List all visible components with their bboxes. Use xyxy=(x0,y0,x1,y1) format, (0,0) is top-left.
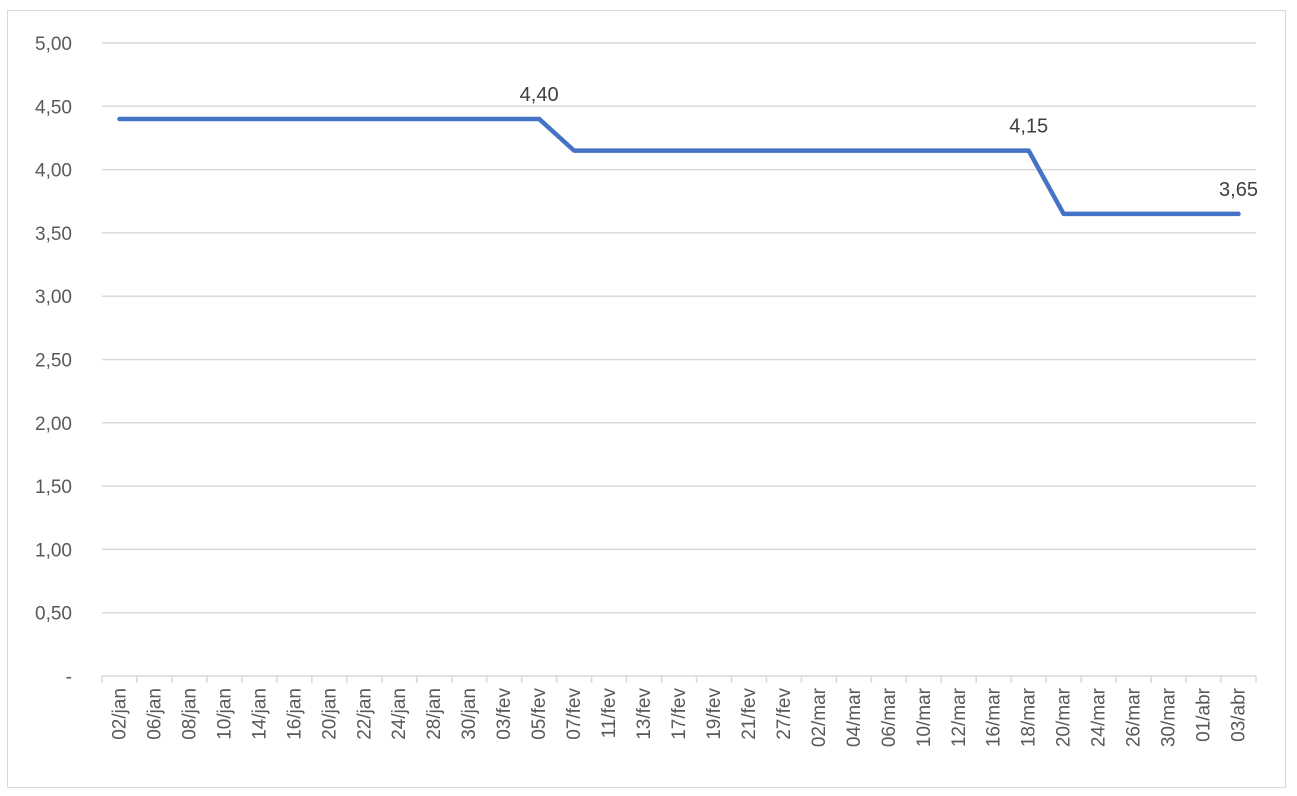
x-tick-label: 24/jan xyxy=(389,688,410,740)
x-tick-label: 21/fev xyxy=(739,688,760,740)
x-tick-label: 07/fev xyxy=(564,688,585,740)
y-tick-label: 0,50 xyxy=(35,604,72,625)
y-tick-label: - xyxy=(66,667,72,688)
x-tick-label: 12/mar xyxy=(949,687,970,747)
y-tick-label: 1,50 xyxy=(35,477,72,498)
x-tick-label: 03/abr xyxy=(1229,687,1250,742)
x-tick-label: 28/jan xyxy=(424,688,445,740)
x-tick-label: 24/mar xyxy=(1089,687,1110,747)
x-tick-label: 06/jan xyxy=(144,688,165,740)
series-line xyxy=(117,116,1241,217)
x-tick-label: 02/mar xyxy=(809,687,830,747)
x-tick-label: 26/mar xyxy=(1124,687,1145,747)
data-label: 4,40 xyxy=(520,84,559,106)
data-label: 4,15 xyxy=(1009,116,1048,138)
series-line-path xyxy=(117,116,1241,217)
line-chart: - 0,50 1,00 1,50 2,00 2,50 3,00 3,50 4,00 4,50 5,0… xyxy=(35,34,1258,747)
x-tick-label: 27/fev xyxy=(774,688,795,740)
x-tick-label: 03/fev xyxy=(494,688,515,740)
x-tick-label: 19/fev xyxy=(704,688,725,740)
x-tick-label: 16/mar xyxy=(984,687,1005,747)
x-tick-label: 13/fev xyxy=(634,688,655,740)
x-axis-tick-labels: 02/jan 06/jan 08/jan 10/jan 14/jan 16/jan 20/j… xyxy=(109,687,1249,747)
x-tick-label: 08/jan xyxy=(179,688,200,740)
x-tick-label: 10/jan xyxy=(214,688,235,740)
y-tick-label: 1,00 xyxy=(35,540,72,561)
data-labels: 4,40 4,15 3,65 xyxy=(520,84,1258,201)
x-tick-label: 18/mar xyxy=(1019,687,1040,747)
y-tick-label: 5,00 xyxy=(35,34,72,55)
x-tick-label: 20/mar xyxy=(1054,687,1075,747)
y-tick-label: 3,50 xyxy=(35,224,72,245)
x-tick-label: 16/jan xyxy=(284,688,305,740)
y-axis-tick-labels: - 0,50 1,00 1,50 2,00 2,50 3,00 3,50 4,00 4,50 5,0… xyxy=(35,34,72,688)
y-tick-label: 3,00 xyxy=(35,287,72,308)
x-tick-label: 04/mar xyxy=(844,687,865,747)
x-tick-label: 30/mar xyxy=(1159,687,1180,747)
x-tick-label: 14/jan xyxy=(249,688,270,740)
x-tick-label: 02/jan xyxy=(109,688,130,740)
chart-area: - 0,50 1,00 1,50 2,00 2,50 3,00 3,50 4,00 4,50 5,0… xyxy=(7,10,1286,788)
x-tick-label: 10/mar xyxy=(914,687,935,747)
x-tick-label: 20/jan xyxy=(319,688,340,740)
y-tick-label: 4,00 xyxy=(35,161,72,182)
data-label: 3,65 xyxy=(1219,179,1258,201)
x-tick-label: 01/abr xyxy=(1194,687,1215,742)
y-tick-label: 4,50 xyxy=(35,97,72,118)
x-tick-label: 11/fev xyxy=(599,688,620,739)
y-tick-label: 2,00 xyxy=(35,414,72,435)
gridlines xyxy=(101,42,1257,683)
x-tick-label: 05/fev xyxy=(529,688,550,740)
x-tick-label: 22/jan xyxy=(354,688,375,740)
x-tick-label: 06/mar xyxy=(879,687,900,747)
x-tick-label: 17/fev xyxy=(669,688,690,740)
x-tick-label: 30/jan xyxy=(459,688,480,740)
y-tick-label: 2,50 xyxy=(35,351,72,372)
